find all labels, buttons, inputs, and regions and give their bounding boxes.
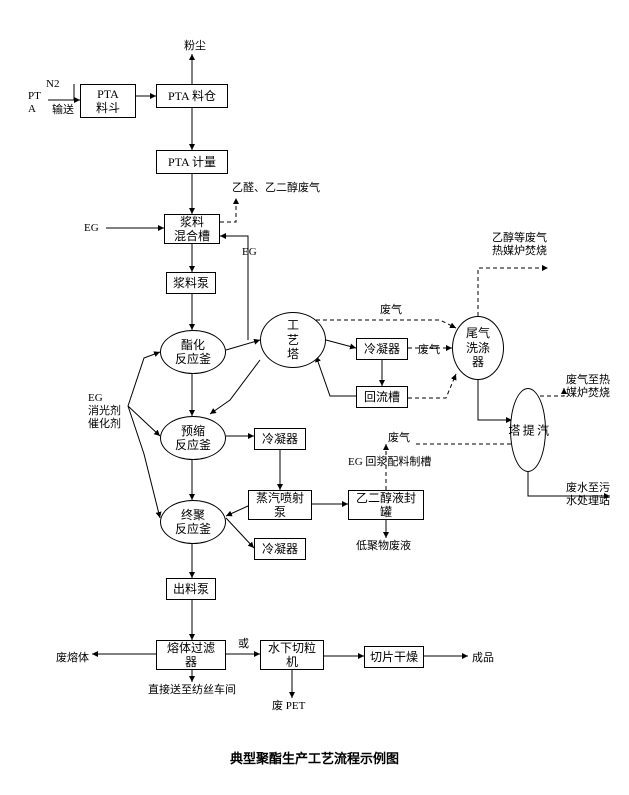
node-precondenser: 预缩反应釜 [160,416,226,460]
node-eg-seal: 乙二醇液封罐 [348,490,424,520]
label-waste-pet: 废 PET [272,700,305,713]
node-stripper: 汽提塔 [510,388,546,472]
node-slurry-pump: 浆料泵 [166,272,216,294]
label-eg-return: EG 回浆配料制槽 [348,456,431,469]
label-hot-waste: 废气至热媒炉焚烧 [566,374,610,400]
node-reflux-tank: 回流槽 [356,386,408,408]
node-condenser-3: 冷凝器 [254,538,306,560]
node-steam-ejector: 蒸汽喷射泵 [248,490,312,520]
label-n2: N2 [46,78,59,91]
node-discharge-pump: 出料泵 [166,578,216,600]
label-eg-side: EG消光剂催化剂 [88,392,121,432]
node-pta-silo: PTA 料仓 [156,84,228,108]
label-finished: 成品 [472,652,494,665]
node-condenser-2: 冷凝器 [254,428,306,450]
node-process-tower: 工艺塔 [260,312,326,368]
node-final-poly: 终聚反应釜 [160,500,226,544]
node-pta-hopper: PTA料斗 [80,84,136,118]
node-slurry-tank: 浆料混合槽 [164,214,220,244]
label-waste-melt: 废熔体 [56,652,89,665]
label-ethanol-waste: 乙醇等废气热媒炉焚烧 [492,232,547,258]
node-condenser-1: 冷凝器 [356,338,408,360]
label-dust: 粉尘 [184,40,206,53]
label-or: 或 [238,638,249,651]
node-esterifier: 酯化反应釜 [160,330,226,374]
node-stripper-label: 汽提塔 [506,424,549,436]
label-pta-in: PTA [28,90,41,116]
label-waste-gas-2: 废气 [418,344,440,357]
label-eg-vertical: EG [242,246,257,259]
label-wastewater: 废水至污水处理站 [566,482,610,508]
label-waste-gas-1: 废气 [380,304,402,317]
diagram-canvas: PTA料斗 PTA 料仓 PTA 计量 浆料混合槽 浆料泵 出料泵 熔体过滤器 … [0,0,629,795]
label-waste-gas-3: 废气 [388,432,410,445]
node-melt-filter: 熔体过滤器 [156,640,226,670]
node-pta-meter: PTA 计量 [156,150,228,174]
label-direct-spin: 直接送至纺丝车间 [148,684,236,697]
label-aldehyde-waste: 乙醛、乙二醇废气 [232,182,320,195]
node-tailgas-scrubber: 尾气洗涤器 [452,316,504,380]
diagram-caption: 典型聚酯生产工艺流程示例图 [0,748,629,767]
label-low-poly: 低聚物废液 [356,540,411,553]
node-pelletizer: 水下切粒机 [260,640,324,670]
label-eg-in: EG [84,222,99,235]
label-conveying: 输送 [52,104,74,117]
node-chip-dryer: 切片干燥 [364,646,424,668]
